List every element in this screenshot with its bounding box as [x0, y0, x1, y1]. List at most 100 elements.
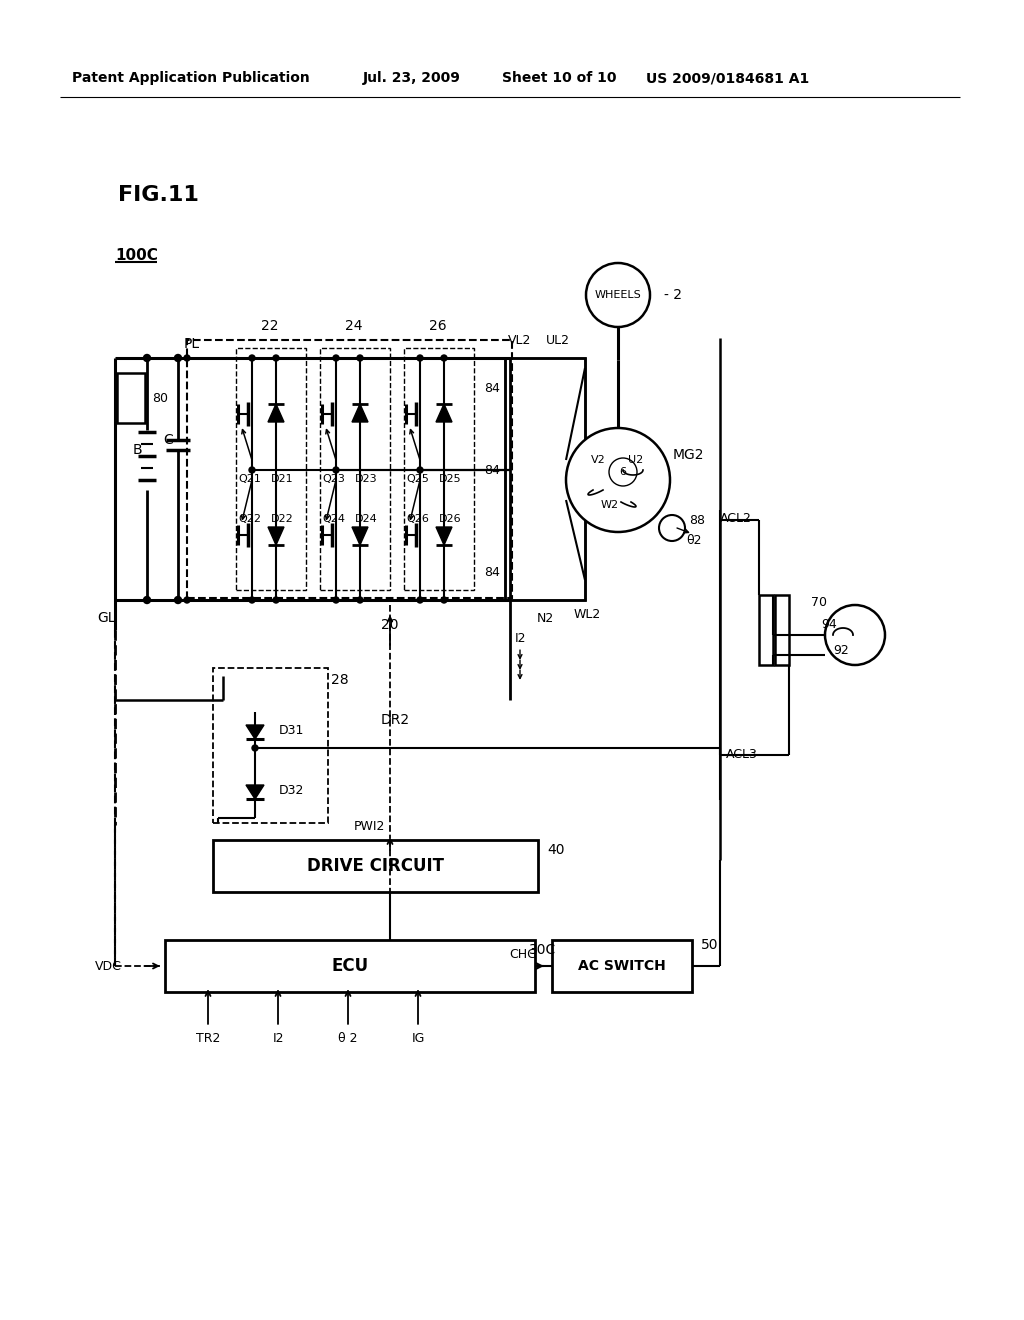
- Text: Q26: Q26: [407, 513, 429, 524]
- Text: FIG.11: FIG.11: [118, 185, 199, 205]
- Text: DRIVE CIRCUIT: DRIVE CIRCUIT: [307, 857, 444, 875]
- Text: DR2: DR2: [381, 713, 410, 727]
- Text: 84: 84: [484, 463, 500, 477]
- Circle shape: [333, 597, 339, 603]
- Text: IG: IG: [412, 1032, 425, 1045]
- Circle shape: [417, 597, 423, 603]
- Text: 80: 80: [152, 392, 168, 404]
- Text: D32: D32: [279, 784, 304, 796]
- Circle shape: [333, 467, 339, 473]
- Circle shape: [417, 467, 423, 473]
- Text: PL: PL: [184, 337, 200, 351]
- Text: Q23: Q23: [323, 474, 345, 484]
- Circle shape: [825, 605, 885, 665]
- Text: 22: 22: [261, 319, 279, 333]
- Circle shape: [417, 355, 423, 360]
- Text: 30C: 30C: [529, 942, 557, 957]
- Text: D24: D24: [354, 513, 378, 524]
- Circle shape: [252, 744, 258, 751]
- Text: 70: 70: [811, 597, 827, 610]
- Polygon shape: [436, 404, 452, 422]
- Polygon shape: [246, 785, 264, 799]
- Text: D23: D23: [354, 474, 377, 484]
- Bar: [187, 341, 512, 598]
- Text: Jul. 23, 2009: Jul. 23, 2009: [362, 71, 461, 84]
- Text: WL2: WL2: [573, 609, 601, 622]
- Text: D25: D25: [438, 474, 462, 484]
- Text: θ 2: θ 2: [338, 1032, 357, 1045]
- Text: D31: D31: [279, 723, 304, 737]
- Text: 24: 24: [345, 319, 362, 333]
- Bar: [759, 595, 773, 665]
- Text: 94: 94: [821, 619, 837, 631]
- Text: GL: GL: [97, 611, 117, 624]
- Bar: [404, 348, 474, 590]
- Text: AC SWITCH: AC SWITCH: [579, 960, 666, 973]
- Bar: [165, 940, 535, 993]
- Circle shape: [659, 515, 685, 541]
- Bar: [117, 374, 145, 422]
- Text: UL2: UL2: [546, 334, 570, 346]
- Circle shape: [566, 428, 670, 532]
- Text: W2: W2: [601, 500, 620, 510]
- Circle shape: [273, 597, 279, 603]
- Text: 6: 6: [620, 467, 627, 477]
- Text: VL2: VL2: [508, 334, 531, 346]
- Text: - 2: - 2: [664, 288, 682, 302]
- Circle shape: [357, 355, 362, 360]
- Circle shape: [609, 458, 637, 486]
- Text: N2: N2: [537, 611, 554, 624]
- Polygon shape: [436, 527, 452, 545]
- Text: D21: D21: [270, 474, 293, 484]
- Text: Sheet 10 of 10: Sheet 10 of 10: [502, 71, 616, 84]
- Bar: [236, 348, 306, 590]
- Bar: [505, 358, 585, 601]
- Text: C: C: [163, 433, 173, 447]
- Circle shape: [273, 355, 279, 360]
- Polygon shape: [352, 527, 368, 545]
- Text: 92: 92: [833, 644, 849, 656]
- Bar: [552, 940, 692, 993]
- Polygon shape: [268, 527, 284, 545]
- Bar: [505, 358, 585, 601]
- Text: VDC: VDC: [94, 960, 122, 973]
- Polygon shape: [268, 404, 284, 422]
- Text: 84: 84: [484, 565, 500, 578]
- Text: 20: 20: [381, 618, 398, 632]
- Text: TR2: TR2: [196, 1032, 220, 1045]
- Text: ECU: ECU: [332, 957, 369, 975]
- Circle shape: [143, 355, 151, 362]
- Circle shape: [357, 597, 362, 603]
- Text: U2: U2: [629, 455, 644, 465]
- Circle shape: [143, 597, 151, 603]
- Text: I2: I2: [514, 631, 525, 644]
- Polygon shape: [352, 404, 368, 422]
- Text: V2: V2: [591, 455, 605, 465]
- Circle shape: [249, 355, 255, 360]
- Circle shape: [441, 597, 447, 603]
- Text: 88: 88: [689, 513, 705, 527]
- Bar: [213, 668, 328, 822]
- Bar: [213, 840, 538, 892]
- Circle shape: [184, 597, 190, 603]
- Text: Q22: Q22: [239, 513, 261, 524]
- Text: WHEELS: WHEELS: [595, 290, 641, 300]
- Text: Q25: Q25: [407, 474, 429, 484]
- Text: D22: D22: [270, 513, 293, 524]
- Text: ACL2: ACL2: [720, 511, 752, 524]
- Circle shape: [174, 597, 181, 603]
- Circle shape: [441, 355, 447, 360]
- Circle shape: [333, 355, 339, 360]
- Text: θ2: θ2: [686, 533, 701, 546]
- Circle shape: [249, 467, 255, 473]
- Text: 28: 28: [331, 673, 349, 686]
- Text: Q24: Q24: [323, 513, 345, 524]
- Text: Q21: Q21: [239, 474, 261, 484]
- Text: 84: 84: [484, 381, 500, 395]
- Polygon shape: [246, 725, 264, 739]
- Text: 100C: 100C: [115, 248, 158, 263]
- Text: D26: D26: [438, 513, 462, 524]
- Circle shape: [249, 597, 255, 603]
- Text: 26: 26: [429, 319, 446, 333]
- Bar: [775, 595, 790, 665]
